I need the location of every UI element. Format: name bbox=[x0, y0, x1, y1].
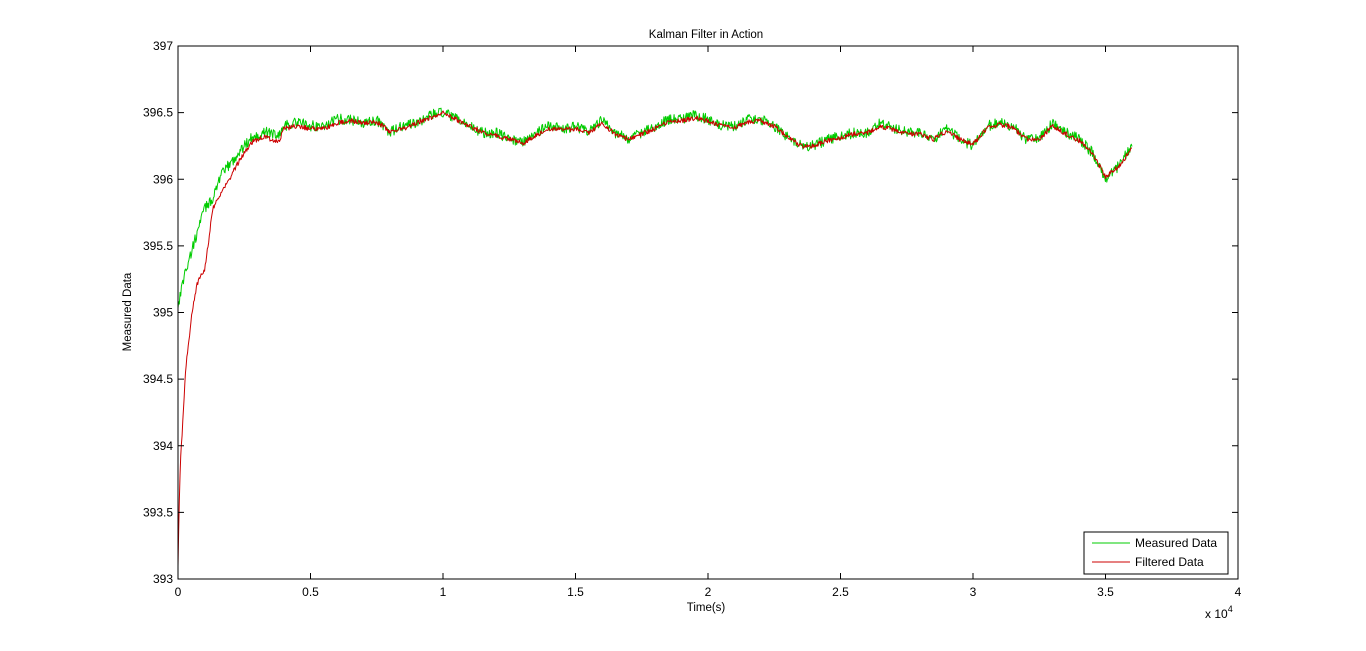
series-line-filtered bbox=[177, 110, 1132, 567]
x-tick-label: 1.5 bbox=[567, 585, 584, 599]
y-axis-label: Measured Data bbox=[122, 272, 134, 351]
y-tick-label: 395.5 bbox=[143, 239, 173, 253]
x-tick-label: 2 bbox=[705, 585, 712, 599]
y-tick-label: 393 bbox=[153, 572, 173, 586]
x-tick-label: 3.5 bbox=[1097, 585, 1114, 599]
legend-label-measured: Measured Data bbox=[1135, 536, 1217, 550]
y-tick-label: 394 bbox=[153, 439, 173, 453]
x-tick-label: 0 bbox=[175, 585, 182, 599]
plot-series bbox=[177, 107, 1133, 567]
x-axis-multiplier: x 104 bbox=[1205, 604, 1233, 621]
x-tick-label: 1 bbox=[440, 585, 447, 599]
legend-box bbox=[1083, 531, 1229, 575]
x-axis-multiplier-base: x 10 bbox=[1205, 607, 1228, 621]
x-axis-multiplier-exponent: 4 bbox=[1228, 604, 1233, 614]
x-tick-label: 0.5 bbox=[302, 585, 319, 599]
y-tick-label: 394.5 bbox=[143, 372, 173, 386]
x-tick-label: 3 bbox=[970, 585, 977, 599]
y-tick-label: 395 bbox=[153, 306, 173, 320]
legend: Measured Data Filtered Data bbox=[1083, 531, 1229, 575]
y-axis-ticks: 393 393.5 394 394.5 395 395.5 396 396.5 397 bbox=[143, 39, 1238, 586]
x-tick-label: 4 bbox=[1235, 585, 1242, 599]
series-line-measured bbox=[177, 107, 1133, 308]
chart-title: Kalman Filter in Action bbox=[649, 29, 763, 41]
y-tick-label: 397 bbox=[153, 39, 173, 53]
x-tick-label: 2.5 bbox=[832, 585, 849, 599]
y-tick-label: 396 bbox=[153, 172, 173, 186]
plot-frame bbox=[177, 45, 1239, 580]
x-axis-ticks: 0 0.5 1 1.5 2 2.5 3 3.5 4 bbox=[175, 46, 1242, 599]
legend-label-filtered: Filtered Data bbox=[1135, 555, 1204, 569]
y-tick-label: 396.5 bbox=[143, 106, 173, 120]
y-tick-label: 393.5 bbox=[143, 505, 173, 519]
x-axis-label: Time(s) bbox=[687, 602, 726, 614]
